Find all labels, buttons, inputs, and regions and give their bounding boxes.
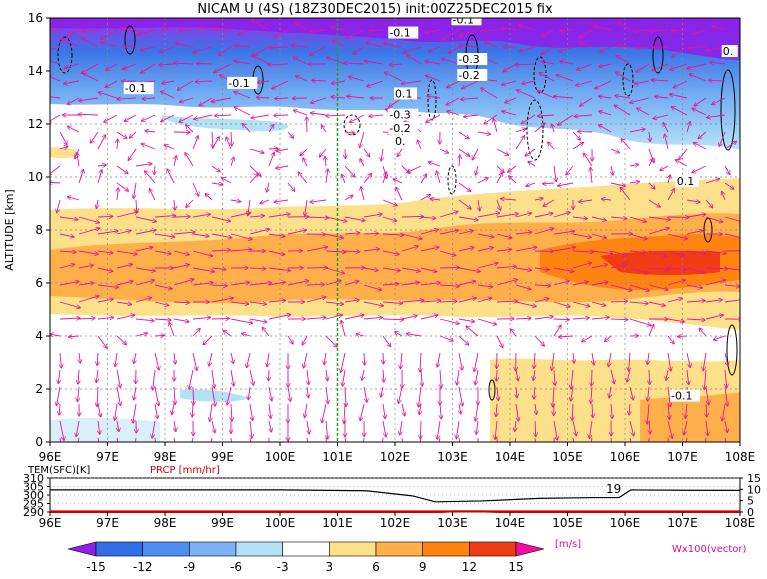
colorbar-swatch bbox=[236, 542, 283, 556]
x-tick-label: 107E bbox=[667, 450, 698, 464]
y-tick-label: 10 bbox=[28, 170, 43, 184]
colorbar: -15 -12 -9 -6 -3 3 6 9 12 15 bbox=[68, 542, 544, 574]
x-tick-label: 96E bbox=[39, 450, 62, 464]
x-tick-label: 97E bbox=[96, 450, 119, 464]
colorbar-tick: -3 bbox=[277, 560, 289, 574]
panel-x-tick: 101E bbox=[322, 516, 353, 530]
colorbar-tick: -9 bbox=[183, 560, 195, 574]
x-tick-label: 98E bbox=[154, 450, 177, 464]
x-tick-label: 103E bbox=[437, 450, 468, 464]
contour-label: -0.2 bbox=[458, 69, 479, 82]
chart-title: NICAM U (4S) (18Z30DEC2015) init:00Z25DE… bbox=[197, 2, 553, 17]
colorbar-tick: 9 bbox=[419, 560, 427, 574]
colorbar-tick: 3 bbox=[326, 560, 334, 574]
y-tick-label: 4 bbox=[35, 329, 43, 343]
y-tick-label: 8 bbox=[35, 223, 43, 237]
vector-label: Wx100(vector) bbox=[672, 544, 747, 555]
colorbar-swatch bbox=[283, 542, 330, 556]
panel-left-tick: 310 bbox=[23, 472, 44, 485]
contour-label: 0. bbox=[723, 45, 734, 58]
contour-label: -0.1 bbox=[389, 27, 410, 40]
panel-x-tick: 100E bbox=[265, 516, 296, 530]
panel-right-tick: 5 bbox=[747, 495, 754, 508]
y-tick-label: 14 bbox=[28, 64, 43, 78]
main-plot: -0.1-0.1-0.1-0.1-0.3-0.20.1-0.3-0.20.0.0… bbox=[43, 13, 747, 456]
contour-label: -0.3 bbox=[389, 109, 410, 122]
contour-label: -0.1 bbox=[228, 77, 249, 90]
y-axis: 0 2 4 6 8 10 12 14 16 bbox=[28, 11, 50, 449]
colorbar-swatch bbox=[423, 542, 470, 556]
contour-label: 0.1 bbox=[677, 175, 695, 188]
prcp-label: PRCP [mm/hr] bbox=[150, 465, 220, 476]
y-tick-label: 0 bbox=[35, 435, 43, 449]
contour-label: -0.3 bbox=[458, 53, 479, 66]
colorbar-swatch bbox=[329, 542, 376, 556]
panel-annotation: 19 bbox=[606, 482, 621, 496]
panel-x-tick: 99E bbox=[211, 516, 234, 530]
x-axis: 96E 97E 98E 99E 100E 101E 102E 103E 104E 105E 106E… bbox=[39, 442, 756, 464]
panel-x-axis: 96E 97E 98E 99E 100E 101E 102E 103E 104E 105E 106E… bbox=[39, 512, 756, 530]
panel-x-tick: 103E bbox=[437, 516, 468, 530]
colorbar-swatch bbox=[189, 542, 236, 556]
panel-x-tick: 108E bbox=[725, 516, 756, 530]
colorbar-unit: [m/s] bbox=[555, 539, 581, 550]
x-tick-label: 102E bbox=[380, 450, 411, 464]
panel-x-tick: 96E bbox=[39, 516, 62, 530]
colorbar-swatch bbox=[96, 542, 143, 556]
panel-right-tick: 10 bbox=[747, 483, 761, 496]
colorbar-tick: 6 bbox=[372, 560, 380, 574]
y-tick-label: 12 bbox=[28, 117, 43, 131]
x-tick-label: 100E bbox=[265, 450, 296, 464]
colorbar-swatch bbox=[143, 542, 190, 556]
panel-x-tick: 97E bbox=[96, 516, 119, 530]
x-tick-label: 101E bbox=[322, 450, 353, 464]
colorbar-tick: -12 bbox=[133, 560, 153, 574]
panel-x-tick: 102E bbox=[380, 516, 411, 530]
y-tick-label: 6 bbox=[35, 276, 43, 290]
panel-right-tick: 15 bbox=[747, 472, 761, 485]
x-tick-label: 99E bbox=[211, 450, 234, 464]
contour-label: 0. bbox=[395, 135, 406, 148]
panel-x-tick: 106E bbox=[610, 516, 641, 530]
panel-x-tick: 105E bbox=[552, 516, 583, 530]
y-tick-label: 2 bbox=[35, 382, 43, 396]
x-tick-label: 106E bbox=[610, 450, 641, 464]
contour-label: -0.2 bbox=[389, 122, 410, 135]
panel-x-tick: 107E bbox=[667, 516, 698, 530]
prcp-line bbox=[50, 511, 740, 512]
x-tick-label: 105E bbox=[552, 450, 583, 464]
colorbar-swatch bbox=[68, 542, 96, 556]
y-tick-label: 16 bbox=[28, 11, 43, 25]
x-tick-label: 104E bbox=[495, 450, 526, 464]
surface-panel: TEM(SFC)[K] PRCP [mm/hr] 19 290295300305… bbox=[23, 465, 761, 530]
x-tick-label: 108E bbox=[725, 450, 756, 464]
contour-label: 0.1 bbox=[395, 88, 413, 101]
colorbar-tick: -6 bbox=[230, 560, 242, 574]
colorbar-tick: 12 bbox=[462, 560, 477, 574]
panel-x-tick: 104E bbox=[495, 516, 526, 530]
panel-x-tick: 98E bbox=[154, 516, 177, 530]
colorbar-tick: -15 bbox=[86, 560, 106, 574]
contour-label: -0.1 bbox=[125, 82, 146, 95]
colorbar-tick: 15 bbox=[508, 560, 523, 574]
colorbar-swatch bbox=[469, 542, 516, 556]
colorbar-swatch bbox=[516, 542, 544, 556]
contour-label: -0.1 bbox=[671, 390, 692, 403]
colorbar-swatch bbox=[376, 542, 423, 556]
y-axis-label: ALTITUDE [km] bbox=[3, 189, 16, 270]
